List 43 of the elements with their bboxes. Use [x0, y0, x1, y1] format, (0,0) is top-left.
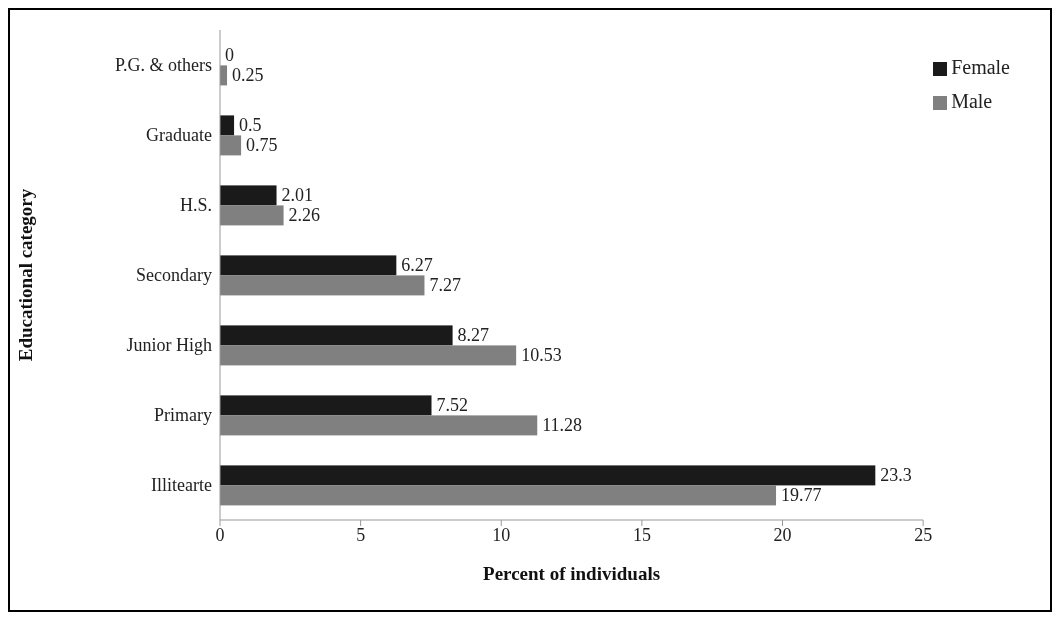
data-label: 8.27	[457, 325, 490, 346]
data-label: 7.52	[436, 395, 468, 416]
data-label: 0.25	[232, 65, 264, 86]
data-label: 2.01	[281, 185, 314, 206]
bar	[220, 345, 517, 366]
data-label: 0.75	[246, 135, 278, 156]
y-axis-title: Educational category	[14, 188, 36, 362]
bar	[220, 205, 284, 226]
bar	[220, 185, 277, 206]
data-label: 10.53	[521, 345, 562, 366]
bar	[220, 255, 397, 276]
y-tick-label: Graduate	[146, 125, 212, 146]
bar	[220, 395, 432, 416]
bar	[220, 415, 538, 436]
x-tick-label: 5	[356, 524, 366, 545]
x-tick-label: 15	[632, 524, 651, 545]
x-tick-label: 0	[215, 524, 225, 545]
y-tick-label: Illitearte	[151, 475, 212, 496]
bar	[220, 115, 235, 136]
data-label: 19.77	[781, 485, 822, 506]
legend-label: Female	[951, 56, 1010, 78]
data-label: 2.26	[288, 205, 321, 226]
y-tick-label: H.S.	[179, 195, 212, 216]
y-tick-label: Junior High	[126, 335, 212, 356]
data-label: 7.27	[429, 275, 461, 296]
data-label: 6.27	[401, 255, 433, 276]
x-axis-title: Percent of individuals	[483, 563, 661, 584]
y-tick-label: P.G. & others	[114, 55, 212, 76]
bar	[220, 485, 777, 506]
bar	[220, 325, 453, 346]
x-tick-label: 20	[773, 524, 792, 545]
legend-label: Male	[951, 90, 993, 112]
data-label: 0.5	[239, 115, 262, 136]
x-tick-label: 10	[492, 524, 511, 545]
bar	[220, 135, 242, 156]
y-tick-label: Secondary	[136, 265, 212, 286]
x-tick-label: 25	[914, 524, 933, 545]
bar	[220, 275, 425, 296]
data-label: 0	[225, 45, 234, 66]
bar	[220, 465, 876, 486]
data-label: 11.28	[542, 415, 583, 436]
data-label: 23.3	[880, 465, 912, 486]
y-tick-label: Primary	[154, 405, 212, 426]
